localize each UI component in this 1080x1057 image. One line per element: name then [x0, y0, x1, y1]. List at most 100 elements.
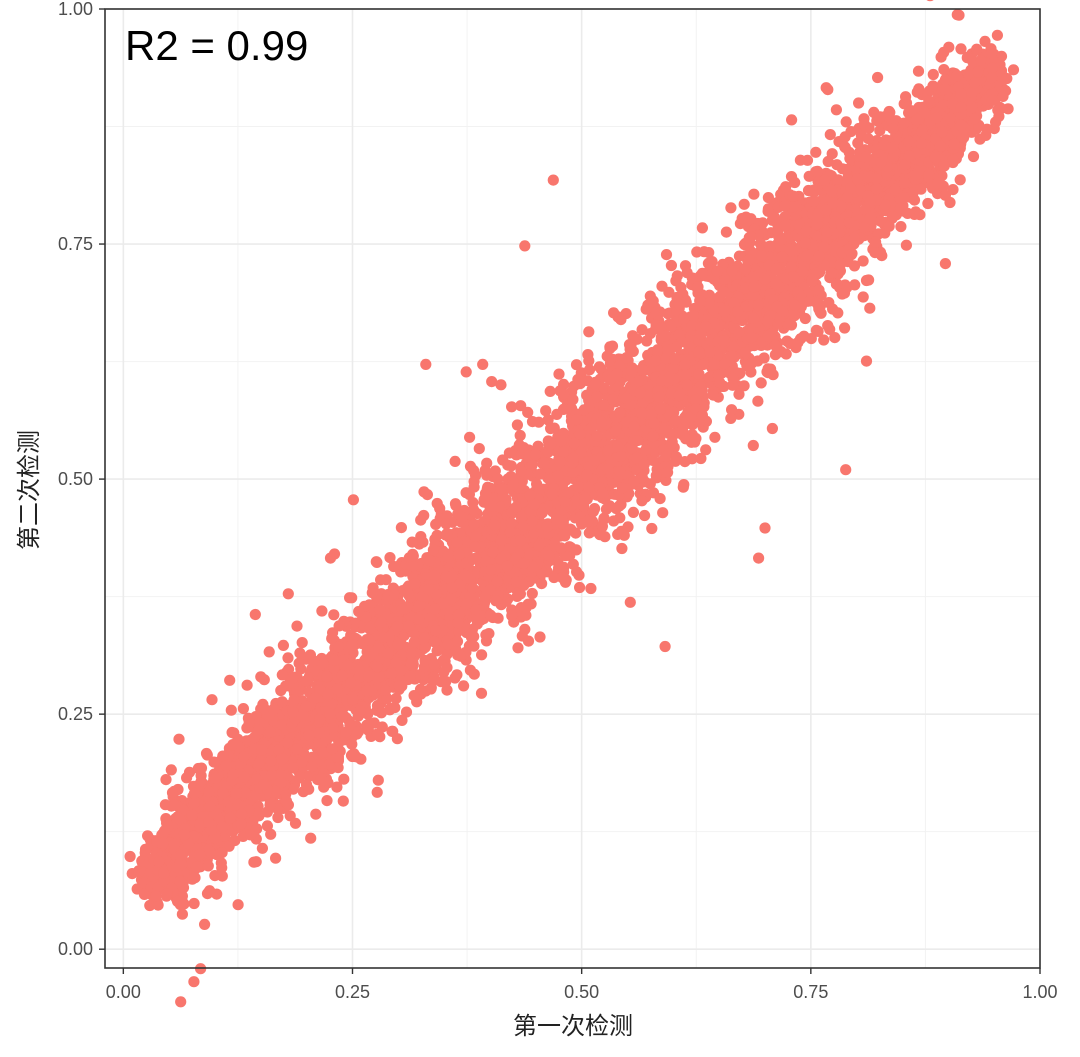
scatter-point: [449, 498, 462, 510]
scatter-point: [839, 131, 851, 143]
scatter-point: [785, 261, 797, 273]
scatter-point: [522, 406, 534, 418]
scatter-point: [720, 226, 733, 238]
scatter-point: [832, 174, 844, 186]
scatter-point: [598, 382, 610, 394]
scatter-point: [779, 200, 791, 212]
scatter-point: [442, 551, 454, 563]
scatter-point: [395, 522, 407, 534]
scatter-point: [510, 576, 522, 588]
scatter-point: [796, 265, 808, 277]
scatter-point: [738, 198, 750, 210]
scatter-point: [540, 405, 552, 417]
scatter-point: [986, 94, 998, 106]
scatter-point: [991, 29, 1004, 41]
scatter-point: [895, 221, 907, 233]
scatter-point: [616, 542, 628, 555]
scatter-point: [277, 719, 289, 731]
scatter-point: [748, 188, 760, 200]
scatter-point: [458, 680, 470, 692]
scatter-point: [636, 407, 648, 419]
scatter-point: [874, 125, 886, 137]
scatter-point: [124, 850, 136, 863]
scatter-point: [511, 419, 523, 431]
scatter-point: [680, 433, 692, 445]
scatter-point: [748, 312, 760, 324]
scatter-point: [430, 518, 442, 531]
scatter-point: [726, 404, 738, 416]
scatter-point: [591, 430, 603, 442]
scatter-point: [419, 654, 431, 667]
scatter-point: [775, 234, 787, 246]
scatter-point: [836, 288, 848, 300]
scatter-point: [627, 506, 640, 518]
scatter-point: [314, 683, 326, 695]
scatter-point: [660, 450, 672, 462]
scatter-point: [826, 148, 838, 160]
scatter-point: [762, 192, 775, 204]
scatter-point: [733, 388, 745, 400]
scatter-point: [927, 80, 939, 92]
scatter-point: [553, 368, 565, 380]
scatter-point: [538, 457, 550, 469]
scatter-point: [451, 635, 464, 648]
scatter-point: [467, 503, 480, 516]
scatter-point: [703, 247, 715, 259]
scatter-point: [464, 664, 476, 676]
scatter-point: [700, 444, 712, 456]
scatter-point: [331, 781, 343, 793]
scatter-point: [366, 587, 378, 599]
scatter-point: [813, 284, 825, 296]
scatter-point: [810, 324, 823, 336]
scatter-point: [510, 501, 522, 513]
scatter-point: [889, 183, 901, 196]
scatter-point: [328, 609, 340, 621]
scatter-point: [583, 355, 595, 367]
scatter-point: [282, 652, 294, 664]
scatter-point: [288, 694, 300, 706]
scatter-point: [689, 436, 701, 448]
scatter-point: [696, 222, 709, 234]
scatter-point: [650, 470, 662, 482]
scatter-point: [321, 795, 333, 807]
scatter-point: [512, 642, 524, 654]
scatter-point: [706, 256, 718, 268]
scatter-point: [372, 774, 384, 786]
scatter-point: [160, 774, 172, 786]
scatter-point: [607, 393, 619, 406]
scatter-point: [544, 385, 556, 397]
scatter-point: [840, 116, 852, 128]
scatter-point: [841, 163, 853, 175]
scatter-point: [465, 629, 477, 641]
scatter-point: [900, 91, 912, 103]
scatter-point: [419, 641, 431, 653]
scatter-point: [386, 668, 398, 680]
scatter-point: [349, 617, 361, 629]
scatter-point: [287, 762, 299, 774]
scatter-point: [824, 129, 836, 141]
scatter-point: [831, 159, 843, 171]
scatter-point: [468, 464, 480, 477]
scatter-point: [883, 220, 895, 232]
scatter-point: [470, 530, 482, 543]
scatter-point: [261, 820, 273, 832]
scatter-point: [927, 68, 939, 81]
scatter-point: [608, 515, 620, 527]
scatter-point: [344, 592, 356, 604]
scatter-point: [852, 137, 864, 149]
scatter-point: [525, 598, 537, 610]
scatter-point: [511, 590, 523, 603]
scatter-point: [427, 544, 439, 556]
scatter-point: [431, 497, 443, 510]
scatter-point: [570, 544, 582, 556]
scatter-point: [786, 244, 798, 257]
scatter-point: [533, 540, 545, 552]
scatter-point: [548, 571, 560, 584]
scatter-point: [636, 324, 648, 336]
scatter-point: [428, 658, 440, 671]
scatter-point: [758, 352, 770, 364]
scatter-point: [513, 439, 525, 451]
scatter-point: [600, 503, 613, 515]
scatter-point: [849, 279, 861, 291]
scatter-point: [691, 246, 703, 258]
